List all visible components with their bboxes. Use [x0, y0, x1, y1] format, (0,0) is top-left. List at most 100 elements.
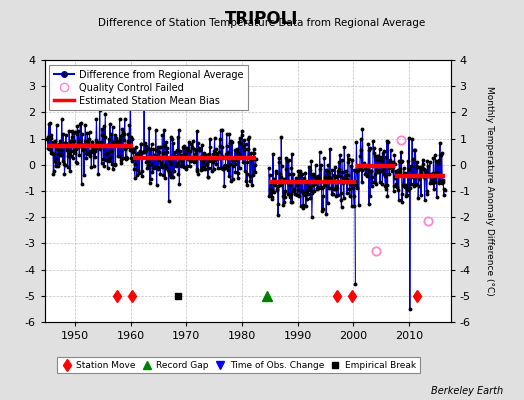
Point	[187, 141, 195, 147]
Point	[278, 162, 286, 169]
Point	[332, 193, 341, 199]
Point	[279, 202, 287, 208]
Point	[281, 188, 289, 194]
Point	[227, 137, 235, 144]
Point	[417, 192, 425, 198]
Point	[67, 148, 75, 155]
Point	[187, 158, 195, 164]
Point	[220, 163, 228, 169]
Point	[420, 174, 429, 180]
Point	[313, 184, 321, 191]
Point	[378, 158, 386, 165]
Point	[388, 168, 396, 174]
Point	[210, 166, 218, 172]
Point	[173, 154, 181, 160]
Point	[68, 134, 76, 140]
Point	[416, 164, 424, 170]
Legend: Difference from Regional Average, Quality Control Failed, Estimated Station Mean: Difference from Regional Average, Qualit…	[49, 65, 248, 110]
Point	[282, 154, 290, 161]
Point	[135, 154, 143, 161]
Point	[54, 150, 63, 157]
Point	[353, 184, 362, 191]
Point	[202, 162, 211, 168]
Point	[60, 140, 68, 146]
Point	[210, 148, 219, 155]
Point	[204, 164, 213, 171]
Point	[202, 161, 211, 168]
Point	[367, 183, 376, 190]
Point	[95, 143, 103, 150]
Point	[362, 163, 370, 170]
Point	[56, 151, 64, 158]
Point	[268, 187, 276, 193]
Point	[179, 144, 187, 150]
Point	[117, 133, 125, 140]
Point	[182, 162, 191, 169]
Point	[163, 145, 171, 151]
Point	[334, 192, 343, 198]
Point	[161, 161, 170, 168]
Point	[391, 160, 399, 167]
Point	[198, 142, 206, 149]
Point	[319, 206, 327, 212]
Point	[178, 158, 186, 164]
Point	[302, 180, 311, 186]
Point	[107, 131, 115, 138]
Point	[172, 154, 180, 160]
Point	[88, 139, 96, 145]
Point	[252, 156, 260, 162]
Point	[266, 190, 275, 196]
Point	[321, 182, 330, 188]
Point	[155, 156, 163, 163]
Point	[168, 153, 176, 160]
Point	[280, 199, 289, 206]
Point	[322, 167, 330, 173]
Point	[95, 107, 104, 114]
Point	[106, 154, 115, 160]
Point	[139, 148, 148, 155]
Point	[386, 164, 395, 170]
Point	[303, 178, 312, 184]
Point	[181, 144, 190, 151]
Point	[292, 175, 300, 181]
Point	[289, 170, 297, 177]
Point	[375, 156, 383, 163]
Point	[304, 191, 312, 198]
Point	[199, 157, 207, 163]
Point	[144, 162, 152, 168]
Point	[339, 174, 347, 181]
Point	[361, 165, 369, 171]
Point	[190, 146, 198, 152]
Point	[416, 174, 424, 180]
Point	[241, 146, 249, 152]
Point	[328, 191, 336, 197]
Point	[94, 170, 103, 177]
Point	[150, 154, 159, 161]
Point	[397, 158, 406, 164]
Point	[370, 152, 379, 159]
Point	[56, 137, 64, 144]
Point	[149, 164, 157, 171]
Point	[132, 144, 140, 150]
Point	[349, 185, 357, 191]
Point	[97, 160, 106, 166]
Point	[228, 139, 236, 145]
Point	[218, 153, 226, 159]
Point	[46, 146, 54, 152]
Point	[234, 175, 243, 182]
Point	[247, 150, 255, 156]
Point	[281, 194, 290, 201]
Point	[382, 154, 390, 160]
Point	[103, 165, 112, 172]
Point	[66, 138, 74, 144]
Point	[211, 156, 219, 163]
Point	[386, 157, 394, 164]
Point	[381, 183, 389, 190]
Point	[93, 140, 101, 147]
Point	[350, 193, 358, 200]
Point	[345, 186, 354, 192]
Point	[115, 138, 123, 145]
Point	[269, 150, 277, 157]
Point	[435, 152, 444, 159]
Point	[379, 150, 387, 156]
